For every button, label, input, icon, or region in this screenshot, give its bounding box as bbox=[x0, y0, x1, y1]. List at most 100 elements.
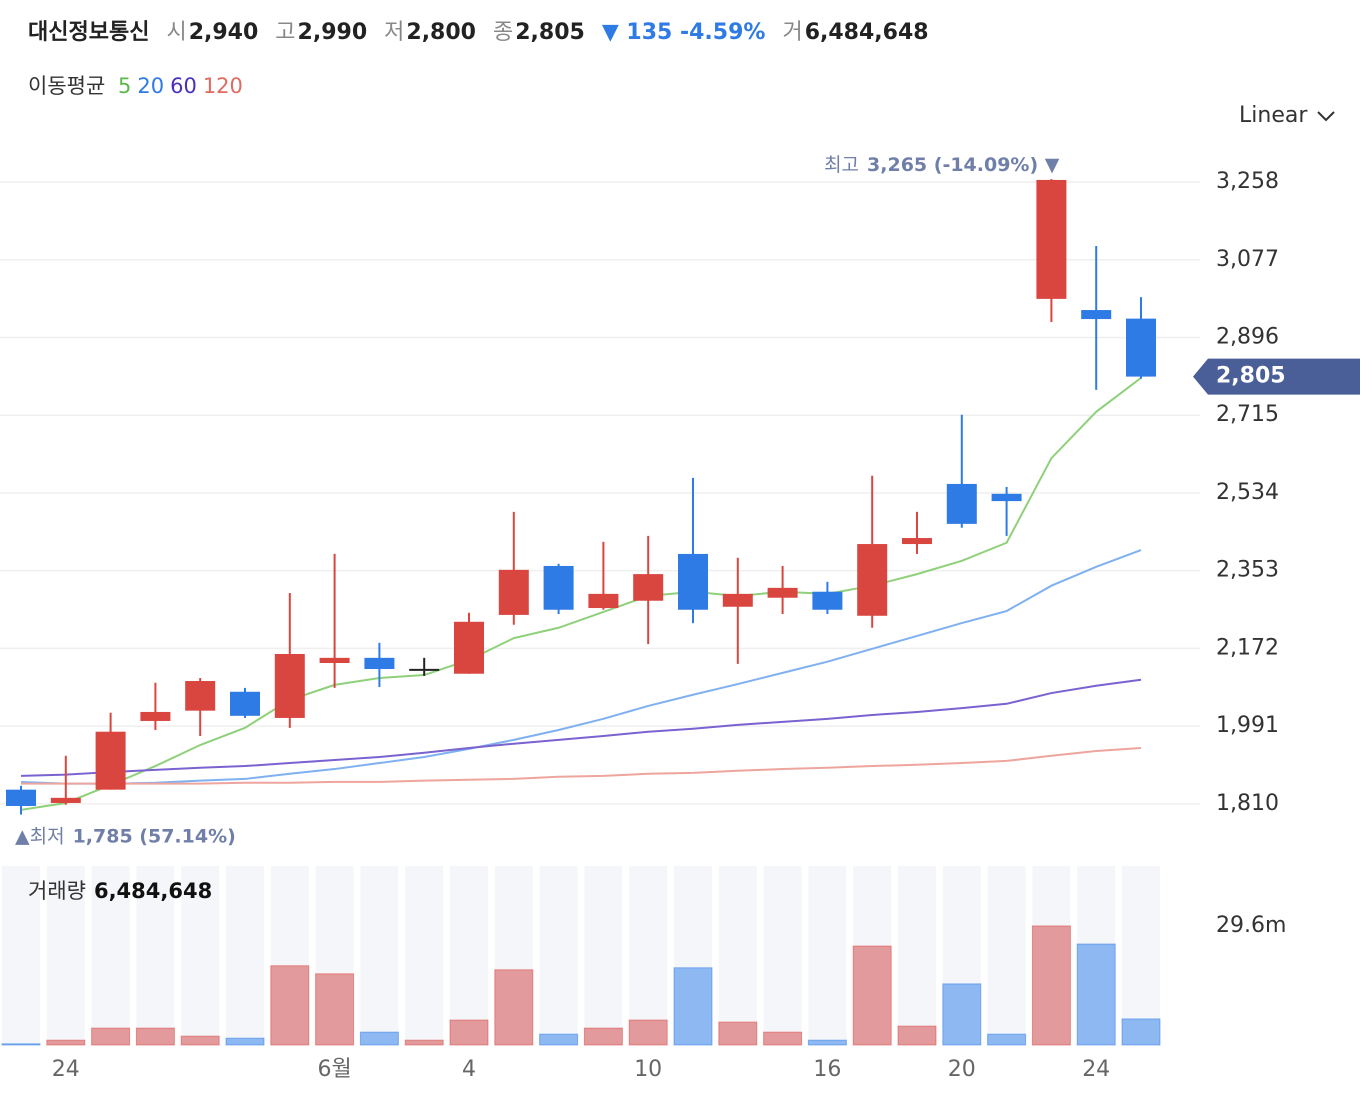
volume-background bbox=[2, 866, 40, 1045]
volume-background bbox=[898, 866, 936, 1045]
ma-legend-item[interactable]: 20 bbox=[137, 74, 165, 98]
volume: 6,484,648 bbox=[804, 20, 929, 45]
volume-background bbox=[987, 866, 1026, 1045]
candle-body bbox=[902, 538, 932, 545]
volume-background bbox=[91, 866, 130, 1045]
min-text: 1,785 (57.14%) bbox=[73, 825, 236, 847]
high: 2,990 bbox=[297, 20, 368, 45]
volume-label: 거 bbox=[782, 20, 803, 45]
x-tick-label: 16 bbox=[813, 1057, 841, 1082]
volume-title: 거래량 6,484,648 bbox=[28, 879, 212, 903]
volume-bar bbox=[1121, 1018, 1161, 1046]
candle-body bbox=[946, 483, 977, 524]
volume-bar bbox=[135, 1027, 175, 1046]
candle-body bbox=[6, 789, 36, 806]
moving-average-line bbox=[21, 747, 1142, 785]
volume-background bbox=[1122, 866, 1160, 1045]
last-price-label: 2,805 bbox=[1216, 364, 1286, 389]
y-tick-label: 2,353 bbox=[1216, 558, 1279, 583]
min-annotation: ▲최저 1,785 (57.14%) bbox=[15, 825, 236, 847]
candle-body bbox=[633, 574, 664, 601]
stock-name: 대신정보통신 bbox=[28, 20, 150, 45]
volume-bar bbox=[359, 1031, 399, 1046]
candle-body bbox=[1036, 179, 1067, 299]
x-tick-label: 6월 bbox=[317, 1057, 351, 1082]
y-tick-label: 2,172 bbox=[1216, 635, 1279, 660]
x-tick-label: 24 bbox=[1082, 1057, 1110, 1082]
x-tick-label: 20 bbox=[948, 1057, 976, 1082]
volume-bar bbox=[494, 969, 534, 1046]
volume-background bbox=[539, 866, 578, 1045]
volume-bar bbox=[852, 945, 892, 1046]
volume-background bbox=[450, 866, 488, 1045]
max-annotation: 최고 3,265 (-14.09%) ▼ bbox=[824, 154, 1060, 176]
moving-average-line bbox=[20, 549, 1142, 785]
close: 2,805 bbox=[515, 20, 585, 45]
candle-body bbox=[185, 681, 216, 711]
y-tick-label: 2,534 bbox=[1216, 480, 1279, 505]
volume-tick-label: 29.6m bbox=[1216, 913, 1286, 938]
volume-current: 6,484,648 bbox=[94, 879, 212, 903]
volume-bar bbox=[718, 1021, 758, 1046]
volume-background bbox=[808, 866, 847, 1045]
candle-body bbox=[230, 691, 260, 716]
y-tick-label: 1,810 bbox=[1216, 791, 1279, 816]
last-price-tag bbox=[1193, 358, 1360, 395]
max-prefix: 최고 bbox=[824, 154, 859, 176]
volume-background bbox=[584, 866, 623, 1045]
candle-body bbox=[454, 621, 484, 674]
ma-legend: 이동평균 5 20 60 120 bbox=[28, 70, 243, 100]
scale-mode[interactable]: Linear bbox=[1239, 103, 1308, 128]
volume-bar bbox=[404, 1039, 444, 1046]
high-label: 고 bbox=[275, 20, 296, 45]
candle-body bbox=[678, 553, 708, 610]
header: 대신정보통신 시2,940 고2,990 저2,800 종2,805 ▼ 135… bbox=[28, 14, 939, 46]
ma-title: 이동평균 bbox=[28, 74, 106, 98]
volume-bar bbox=[987, 1033, 1027, 1046]
change: ▼ 135 -4.59% bbox=[601, 20, 766, 45]
volume-bar bbox=[942, 983, 982, 1046]
volume-bar bbox=[583, 1027, 623, 1046]
volume-bar bbox=[763, 1031, 803, 1046]
ma-legend-item[interactable]: 5 bbox=[117, 74, 132, 98]
candle-body bbox=[857, 544, 888, 616]
volume-background bbox=[46, 866, 85, 1045]
x-tick-label: 24 bbox=[52, 1057, 80, 1082]
candle-body bbox=[991, 493, 1022, 502]
y-tick-label: 3,258 bbox=[1216, 169, 1279, 194]
candle-body bbox=[274, 653, 305, 718]
candle-body bbox=[588, 593, 619, 609]
candle-body bbox=[1081, 310, 1112, 320]
volume-background bbox=[136, 866, 175, 1045]
ma-legend-item[interactable]: 60 bbox=[170, 74, 197, 98]
candle-body bbox=[95, 731, 126, 790]
volume-background bbox=[181, 866, 220, 1045]
moving-average-line bbox=[20, 377, 1142, 811]
volume-bar bbox=[449, 1019, 489, 1046]
y-tick-label: 2,715 bbox=[1216, 402, 1279, 427]
moving-average-line bbox=[20, 678, 1142, 777]
volume-background bbox=[763, 866, 802, 1045]
volume-bar bbox=[315, 973, 355, 1046]
volume-bar bbox=[1076, 943, 1116, 1046]
volume-bar bbox=[180, 1035, 220, 1046]
volume-bar bbox=[539, 1033, 579, 1046]
volume-bar bbox=[1031, 925, 1071, 1046]
volume-background bbox=[629, 866, 668, 1045]
volume-bar bbox=[673, 967, 713, 1046]
volume-bar bbox=[807, 1039, 847, 1046]
ma-items: 5 20 60 120 bbox=[112, 74, 243, 98]
close-label: 종 bbox=[492, 20, 514, 45]
volume-title-text: 거래량 bbox=[28, 879, 86, 903]
candle-body bbox=[319, 657, 350, 663]
ma-legend-item[interactable]: 120 bbox=[202, 74, 243, 98]
low: 2,800 bbox=[406, 20, 476, 45]
candle-body bbox=[767, 587, 798, 598]
volume-bar bbox=[91, 1027, 131, 1046]
x-tick-label: 10 bbox=[634, 1057, 662, 1082]
scale-chevron[interactable] bbox=[1317, 111, 1335, 122]
candle-body bbox=[543, 565, 574, 610]
volume-bar bbox=[897, 1025, 937, 1046]
